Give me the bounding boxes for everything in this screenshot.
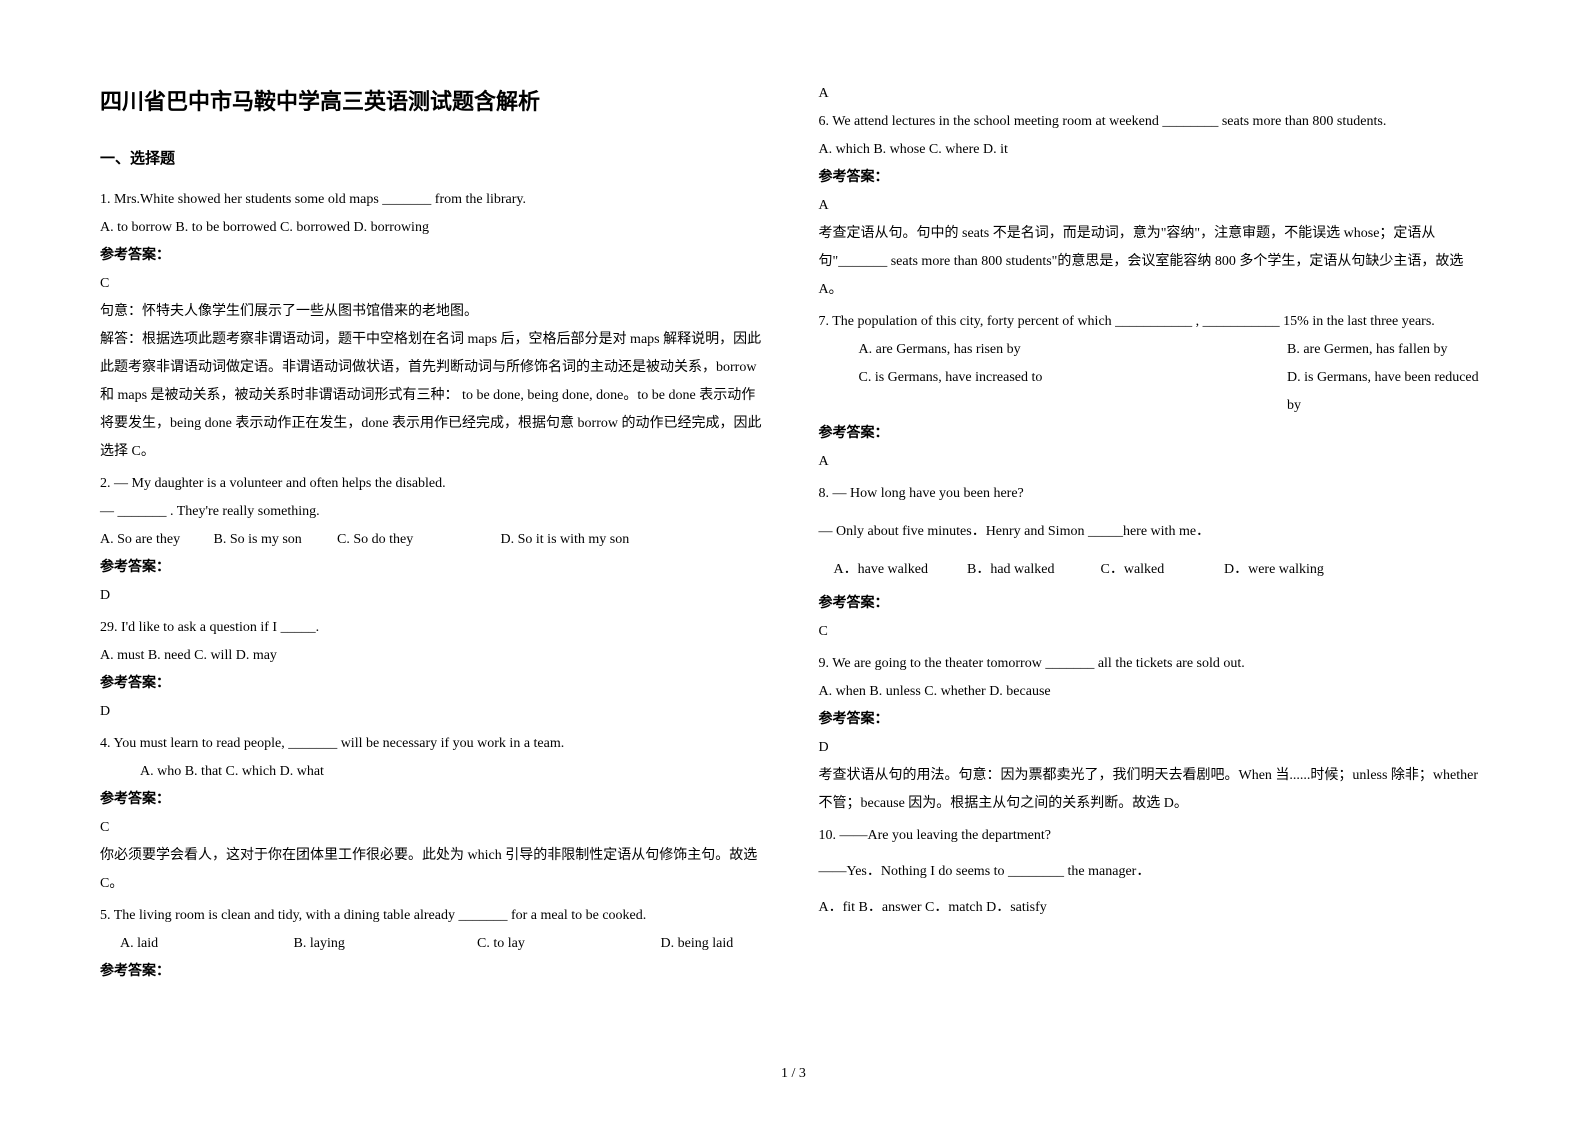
- question-stem: 5. The living room is clean and tidy, wi…: [100, 902, 769, 930]
- question-8: 8. — How long have you been here? — Only…: [819, 480, 1488, 646]
- answer-value: A: [819, 80, 1488, 108]
- question-stem: 9. We are going to the theater tomorrow …: [819, 650, 1488, 678]
- question-options: A. are Germans, has risen by B. are Germ…: [819, 336, 1488, 420]
- answer-value: C: [100, 814, 769, 842]
- explanation-text: 句意：怀特夫人像学生们展示了一些从图书馆借来的老地图。: [100, 298, 769, 326]
- question-line: — Only about five minutes．Henry and Simo…: [819, 518, 1488, 546]
- question-2: 2. — My daughter is a volunteer and ofte…: [100, 470, 769, 610]
- question-4: 4. You must learn to read people, ______…: [100, 730, 769, 898]
- question-9: 9. We are going to the theater tomorrow …: [819, 650, 1488, 818]
- option-d: D. is Germans, have been reduced by: [1287, 364, 1487, 420]
- question-options: A. to borrow B. to be borrowed C. borrow…: [100, 214, 769, 242]
- question-5: 5. The living room is clean and tidy, wi…: [100, 902, 769, 986]
- answer-value: C: [100, 270, 769, 298]
- option-b: B．had walked: [967, 556, 1097, 584]
- answer-label: 参考答案：: [819, 420, 1488, 448]
- option-c: C. So do they: [337, 526, 497, 554]
- option-b: B. laying: [294, 930, 474, 958]
- answer-label: 参考答案：: [819, 706, 1488, 734]
- option-c: C. is Germans, have increased to: [819, 364, 1288, 420]
- page-footer: 1 / 3: [100, 1066, 1487, 1082]
- answer-label: 参考答案：: [100, 786, 769, 814]
- question-10: 10. ——Are you leaving the department? ——…: [819, 822, 1488, 922]
- question-7: 7. The population of this city, forty pe…: [819, 308, 1488, 476]
- question-stem: 4. You must learn to read people, ______…: [100, 730, 769, 758]
- question-stem: 7. The population of this city, forty pe…: [819, 308, 1488, 336]
- question-6: 6. We attend lectures in the school meet…: [819, 108, 1488, 304]
- option-a: A. laid: [120, 930, 290, 958]
- explanation-text: 考查定语从句。句中的 seats 不是名词，而是动词，意为"容纳"，注意审题，不…: [819, 220, 1488, 304]
- answer-label: 参考答案：: [100, 242, 769, 270]
- option-a: A. are Germans, has risen by: [819, 336, 1288, 364]
- answer-value: C: [819, 618, 1488, 646]
- question-line: ——Yes．Nothing I do seems to ________ the…: [819, 858, 1488, 886]
- answer-value: D: [819, 734, 1488, 762]
- question-line: 10. ——Are you leaving the department?: [819, 822, 1488, 850]
- question-options: A．fit B．answer C．match D．satisfy: [819, 894, 1488, 922]
- option-b: B. are Germen, has fallen by: [1287, 336, 1487, 364]
- question-29: 29. I'd like to ask a question if I ____…: [100, 614, 769, 726]
- document-title: 四川省巴中市马鞍中学高三英语测试题含解析: [100, 80, 769, 124]
- option-b: B. So is my son: [214, 526, 334, 554]
- question-stem: 1. Mrs.White showed her students some ol…: [100, 186, 769, 214]
- left-column: 四川省巴中市马鞍中学高三英语测试题含解析 一、选择题 1. Mrs.White …: [100, 80, 769, 1046]
- question-options: A. So are they B. So is my son C. So do …: [100, 526, 769, 554]
- option-a: A．have walked: [834, 556, 964, 584]
- question-options: A. which B. whose C. where D. it: [819, 136, 1488, 164]
- option-d: D．were walking: [1224, 556, 1324, 584]
- question-options: A. laid B. laying C. to lay D. being lai…: [100, 930, 769, 958]
- option-d: D. So it is with my son: [501, 526, 630, 554]
- answer-label: 参考答案：: [100, 670, 769, 698]
- question-stem: 6. We attend lectures in the school meet…: [819, 108, 1488, 136]
- question-line: 2. — My daughter is a volunteer and ofte…: [100, 470, 769, 498]
- section-header: 一、选择题: [100, 144, 769, 174]
- answer-label: 参考答案：: [100, 958, 769, 986]
- answer-value: A: [819, 192, 1488, 220]
- option-c: C．walked: [1101, 556, 1221, 584]
- page-columns: 四川省巴中市马鞍中学高三英语测试题含解析 一、选择题 1. Mrs.White …: [100, 80, 1487, 1046]
- question-options: A. who B. that C. which D. what: [100, 758, 769, 786]
- question-line: — _______ . They're really something.: [100, 498, 769, 526]
- right-column: A 6. We attend lectures in the school me…: [819, 80, 1488, 1046]
- answer-label: 参考答案：: [100, 554, 769, 582]
- answer-value: D: [100, 698, 769, 726]
- option-d: D. being laid: [661, 930, 734, 958]
- explanation-text: 你必须要学会看人，这对于你在团体里工作很必要。此处为 which 引导的非限制性…: [100, 842, 769, 898]
- question-stem: 29. I'd like to ask a question if I ____…: [100, 614, 769, 642]
- answer-label: 参考答案：: [819, 590, 1488, 618]
- answer-value: D: [100, 582, 769, 610]
- answer-label: 参考答案：: [819, 164, 1488, 192]
- question-options: A. must B. need C. will D. may: [100, 642, 769, 670]
- question-line: 8. — How long have you been here?: [819, 480, 1488, 508]
- question-options: A．have walked B．had walked C．walked D．we…: [819, 556, 1488, 584]
- explanation-text: 解答：根据选项此题考察非谓语动词，题干中空格划在名词 maps 后，空格后部分是…: [100, 326, 769, 466]
- option-a: A. So are they: [100, 526, 210, 554]
- question-1: 1. Mrs.White showed her students some ol…: [100, 186, 769, 466]
- explanation-text: 考查状语从句的用法。句意：因为票都卖光了，我们明天去看剧吧。When 当....…: [819, 762, 1488, 818]
- option-c: C. to lay: [477, 930, 657, 958]
- answer-value: A: [819, 448, 1488, 476]
- question-options: A. when B. unless C. whether D. because: [819, 678, 1488, 706]
